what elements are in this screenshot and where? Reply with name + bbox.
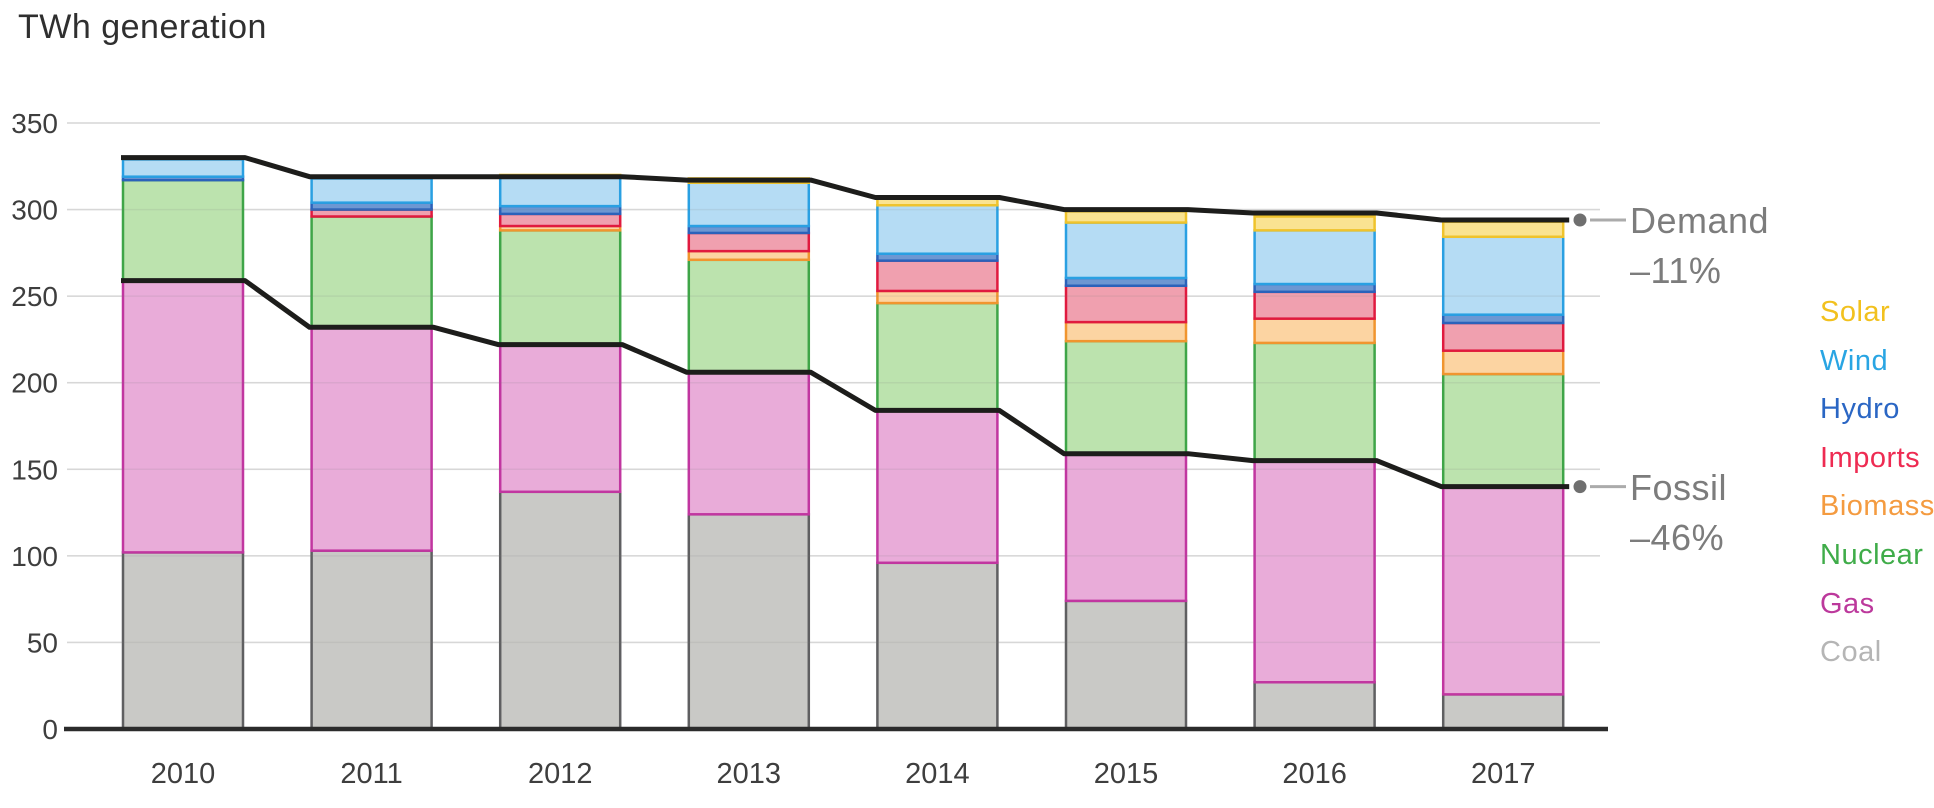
bar-2013-nuclear: [687, 258, 811, 374]
fossil-line: [121, 278, 1570, 490]
chart-title: TWh generation: [18, 8, 267, 46]
bar-2016-gas: [1253, 459, 1376, 684]
bar-2012-wind: [498, 176, 622, 208]
annotation-demand-label: Demand: [1630, 200, 1770, 241]
demand-leader-dot: [1573, 213, 1587, 227]
legend-item-coal: Coal: [1820, 636, 1882, 669]
bar-2012-gas: [498, 343, 622, 494]
legend: Solar Wind Hydro Imports Biomass Nuclear Gas Co…: [1820, 288, 1934, 677]
bar-2017-coal: [1441, 693, 1565, 731]
bar-2010-coal: [121, 551, 245, 731]
bar-2017-nuclear: [1441, 372, 1565, 488]
bar-2011-wind: [310, 177, 433, 204]
bar-2017-biomass: [1441, 349, 1565, 376]
y-tick-label-100: 100: [11, 541, 58, 572]
bar-2013-gas: [687, 371, 811, 516]
bar-2017-solar: [1441, 220, 1565, 239]
x-tick-label-2012: 2012: [528, 758, 593, 790]
bar-2016-nuclear: [1253, 341, 1376, 462]
legend-item-gas: Gas: [1820, 587, 1875, 620]
bar-2010-gas: [121, 279, 245, 554]
bar-2016-solar: [1253, 215, 1376, 232]
y-tick-label-200: 200: [11, 368, 58, 399]
bar-2017-wind: [1441, 235, 1565, 316]
bar-2015-imports: [1064, 284, 1188, 324]
legend-item-solar: Solar: [1820, 296, 1891, 328]
x-tick-label-2017: 2017: [1471, 758, 1536, 790]
y-tick-label-150: 150: [11, 454, 58, 485]
bar-2016-wind: [1253, 229, 1376, 286]
x-tick-label-2010: 2010: [151, 758, 216, 790]
legend-item-imports: Imports: [1820, 441, 1921, 474]
annotation-fossil: Fossil –46%: [1630, 463, 1727, 563]
bar-2013-imports: [687, 231, 811, 253]
legend-item-wind: Wind: [1820, 344, 1889, 377]
bar-2012-nuclear: [498, 229, 622, 346]
y-tick-label-300: 300: [11, 195, 58, 226]
bar-2017-gas: [1441, 485, 1565, 696]
bar-2014-coal: [876, 561, 999, 731]
x-tick-label-2016: 2016: [1282, 758, 1347, 790]
annotation-demand-pct: –11%: [1630, 250, 1722, 291]
bar-2016-coal: [1253, 681, 1376, 731]
bar-2015-coal: [1064, 599, 1188, 731]
bar-2017-imports: [1441, 321, 1565, 352]
bar-2014-imports: [876, 259, 999, 293]
bar-2015-biomass: [1064, 320, 1188, 343]
y-tick-label-250: 250: [11, 281, 58, 312]
bar-2016-biomass: [1253, 317, 1376, 345]
x-tick-label-2014: 2014: [905, 758, 970, 790]
annotation-fossil-label: Fossil: [1630, 467, 1728, 508]
y-tick-label-50: 50: [27, 627, 58, 658]
bar-2013-coal: [687, 513, 811, 731]
bar-2015-nuclear: [1064, 339, 1188, 455]
bar-2015-wind: [1064, 221, 1188, 280]
bar-2010-nuclear: [121, 178, 245, 282]
bar-2014-gas: [876, 409, 999, 565]
bar-2011-nuclear: [310, 215, 433, 329]
bar-2012-coal: [498, 490, 622, 731]
annotation-fossil-pct: –46%: [1630, 517, 1725, 558]
x-tick-label-2011: 2011: [340, 758, 402, 790]
demand-line: [121, 155, 1570, 223]
bar-2012-imports: [498, 212, 622, 228]
legend-item-hydro: Hydro: [1820, 393, 1900, 426]
x-tick-label-2013: 2013: [717, 758, 782, 790]
bar-2011-gas: [310, 326, 433, 552]
bar-2014-nuclear: [876, 301, 999, 412]
bar-2014-biomass: [876, 289, 999, 305]
bar-2013-biomass: [687, 249, 811, 262]
y-tick-label-0: 0: [42, 714, 58, 745]
y-tick-label-350: 350: [11, 108, 58, 139]
bar-2011-coal: [310, 549, 433, 731]
x-tick-label-2015: 2015: [1094, 758, 1159, 790]
bar-2013-wind: [687, 181, 811, 228]
bar-2015-solar: [1064, 210, 1188, 224]
bar-2010-wind: [121, 158, 245, 178]
annotation-demand: Demand –11%: [1630, 196, 1769, 296]
fossil-leader-dot: [1573, 480, 1587, 494]
bar-2014-wind: [876, 204, 999, 255]
legend-item-biomass: Biomass: [1820, 490, 1934, 523]
legend-item-nuclear: Nuclear: [1820, 538, 1924, 571]
bar-2015-gas: [1064, 452, 1188, 603]
